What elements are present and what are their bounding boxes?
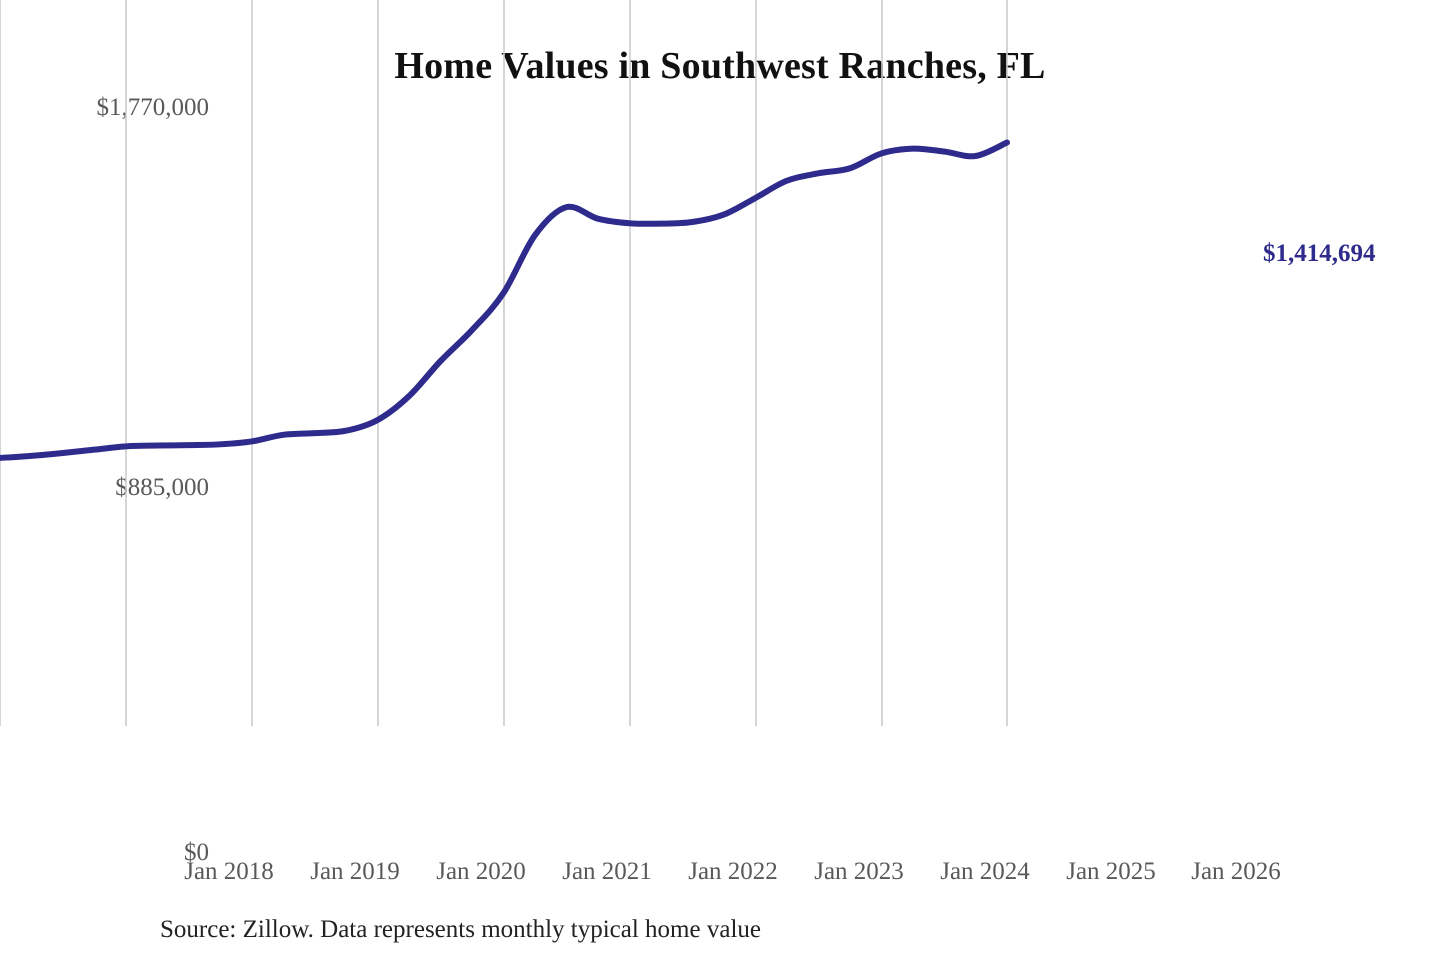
x-axis-tick-label-jan-2025: Jan 2025 xyxy=(1066,858,1156,885)
y-axis-tick-label-mid: $885,000 xyxy=(115,474,209,501)
gridlines-group xyxy=(0,0,1008,726)
x-axis-tick-label-jan-2023: Jan 2023 xyxy=(814,858,904,885)
x-axis-tick-label-jan-2020: Jan 2020 xyxy=(436,858,526,885)
y-axis-tick-label-bottom: $0 xyxy=(184,839,209,866)
plot-canvas xyxy=(0,0,1010,726)
y-axis-tick-label-top: $1,770,000 xyxy=(96,94,210,121)
x-axis-tick-label-jan-2022: Jan 2022 xyxy=(688,858,778,885)
home-value-line-series xyxy=(0,139,1010,461)
source-caption: Source: Zillow. Data represents monthly … xyxy=(160,916,761,943)
x-axis-tick-label-jan-2021: Jan 2021 xyxy=(562,858,652,885)
page-title: Home Values in Southwest Ranches, FL xyxy=(394,45,1046,87)
x-axis-tick-label-jan-2024: Jan 2024 xyxy=(940,858,1030,885)
x-axis-tick-label-jan-2026: Jan 2026 xyxy=(1191,858,1281,885)
x-axis-tick-label-jan-2018: Jan 2018 xyxy=(184,858,274,885)
end-value-annotation: $1,414,694 xyxy=(1263,239,1376,267)
x-axis-tick-label-jan-2019: Jan 2019 xyxy=(310,858,400,885)
